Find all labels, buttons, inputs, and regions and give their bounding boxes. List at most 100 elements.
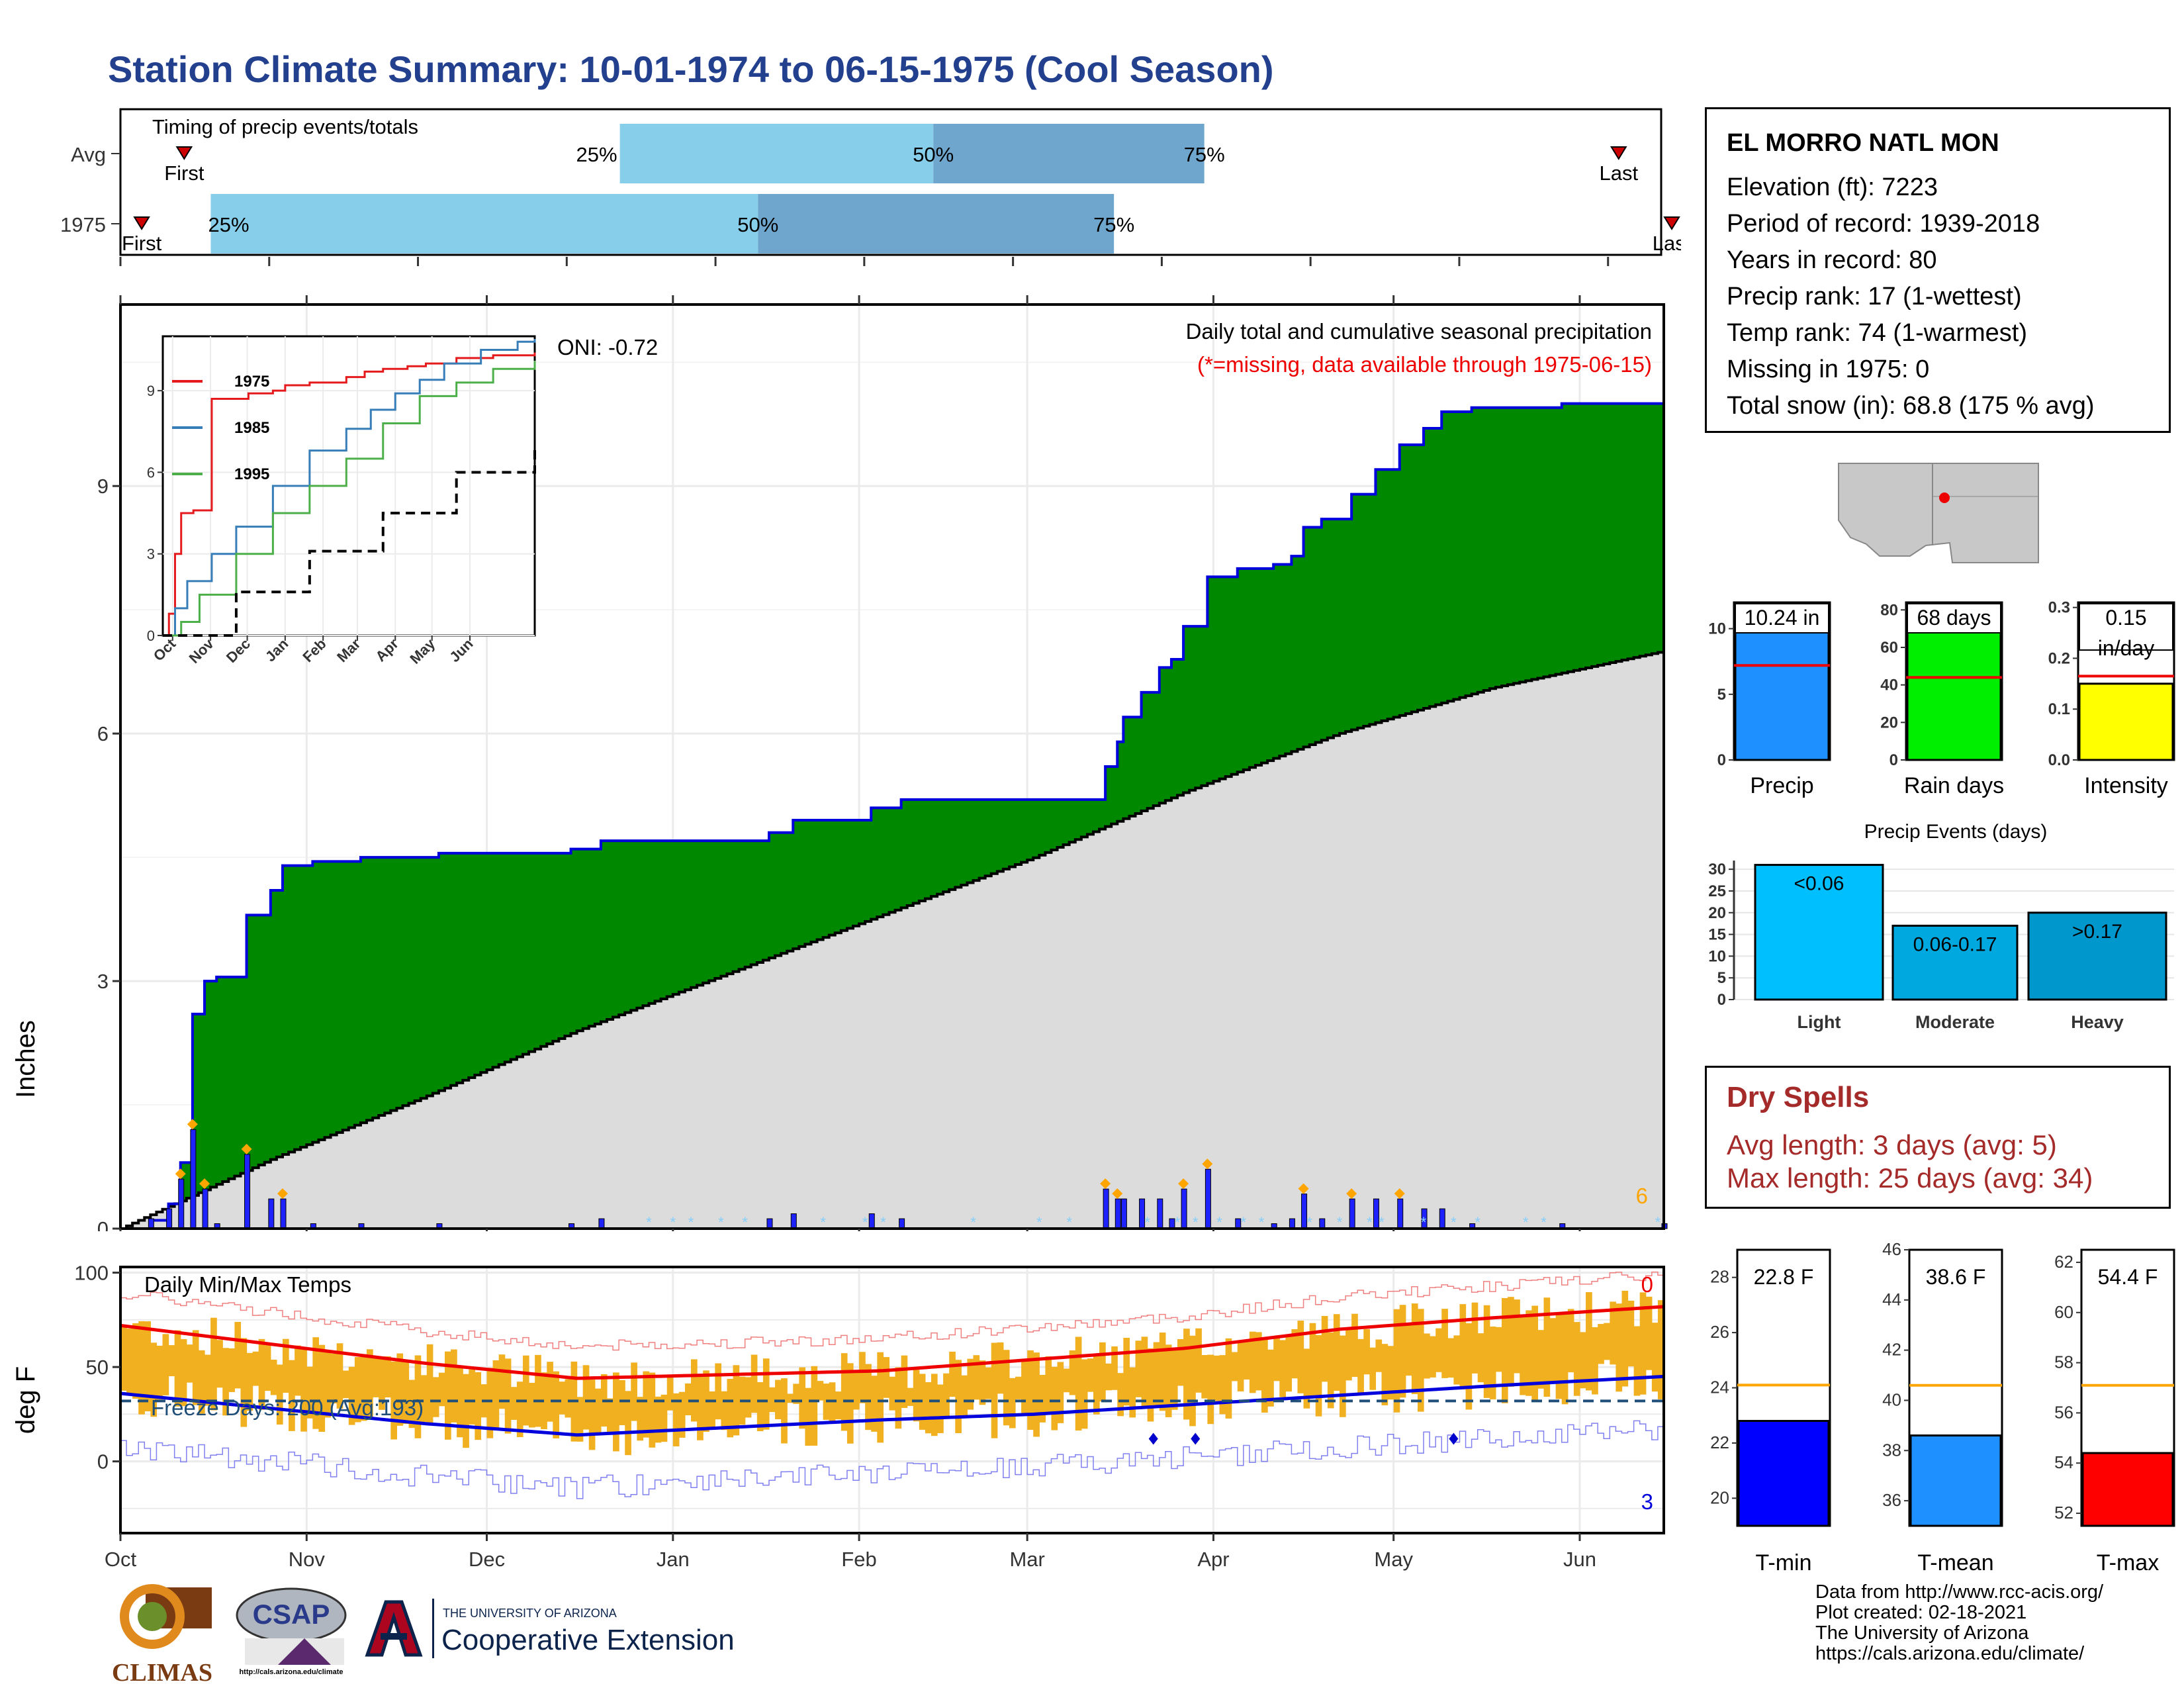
- daily-temp-bar: [1297, 1321, 1304, 1393]
- daily-temp-bar: [469, 1369, 475, 1425]
- daily-temp-bar: [672, 1393, 680, 1446]
- daily-temp-bar: [1327, 1332, 1334, 1409]
- daily-temp-bar: [979, 1360, 986, 1405]
- tempsum-ytick-label: 60: [2054, 1302, 2073, 1322]
- daily-temp-bar: [1615, 1303, 1623, 1392]
- temp-bottom-count: 3: [1641, 1489, 1653, 1514]
- daily-temp-bar: [1189, 1335, 1196, 1427]
- tempsum-ytick-label: 62: [2054, 1252, 2073, 1272]
- daily-temp-bar: [1315, 1335, 1322, 1417]
- daily-temp-bar: [1261, 1338, 1268, 1413]
- daily-temp-bar: [1657, 1300, 1664, 1399]
- daily-temp-bar: [576, 1397, 584, 1442]
- tempsum-ytick-label: 40: [1882, 1389, 1901, 1409]
- tempsum-ytick-label: 58: [2054, 1352, 2073, 1372]
- summary-bar-rain-days: [1906, 631, 2002, 761]
- daily-temp-bar: [1453, 1335, 1461, 1385]
- csap-logo-text: CSAP: [253, 1599, 330, 1630]
- daily-temp-bar: [1447, 1338, 1455, 1378]
- summary-ytick-label: 0.0: [2048, 751, 2070, 769]
- daily-precip-bar: [1103, 1188, 1109, 1229]
- daily-temp-bar: [1201, 1355, 1208, 1399]
- daily-temp-bar: [781, 1378, 788, 1444]
- tempsum-ytick-label: 52: [2054, 1503, 2073, 1523]
- daily-temp-bar: [486, 1368, 494, 1438]
- tempsum-bar-label: T-max: [2097, 1550, 2159, 1575]
- daily-temp-bar: [547, 1362, 553, 1422]
- daily-temp-bar: [637, 1397, 644, 1441]
- timing-bar-q2: [210, 194, 758, 254]
- temp-record-diamond: [1449, 1432, 1459, 1445]
- daily-temp-bar: [775, 1380, 782, 1420]
- timing-p25-label: 25%: [208, 213, 249, 236]
- daily-temp-bar: [444, 1351, 451, 1440]
- daily-temp-bar: [1495, 1327, 1502, 1372]
- daily-temp-bar: [1051, 1366, 1058, 1430]
- daily-temp-bar: [1279, 1340, 1286, 1397]
- credit-line: https://cals.arizona.edu/climate/: [1815, 1643, 2085, 1664]
- station-line: Total snow (in): 68.8 (175 % avg): [1727, 392, 2095, 420]
- heavy-precip-diamond: [1100, 1178, 1111, 1190]
- trace-marker: *: [1144, 1214, 1150, 1231]
- daily-temp-bar: [150, 1342, 158, 1417]
- station-line: Missing in 1975: 0: [1727, 355, 1930, 383]
- daily-temp-bar: [613, 1372, 619, 1452]
- inset-series-1985: [163, 339, 536, 637]
- daily-temp-bar: [1405, 1323, 1412, 1376]
- summary-value-label: 10.24 in: [1745, 606, 1820, 630]
- trace-marker: *: [1541, 1214, 1547, 1231]
- temp-xtick-label: Jan: [657, 1548, 690, 1571]
- heavy-precip-diamond: [1112, 1188, 1123, 1199]
- avg-max-line: [120, 1305, 1664, 1380]
- daily-temp-bar: [1520, 1315, 1526, 1395]
- daily-temp-bar: [835, 1391, 842, 1420]
- heavy-precip-diamond: [241, 1143, 252, 1154]
- daily-precip-bar: [1157, 1198, 1163, 1229]
- tempsum-value-label: 22.8 F: [1754, 1265, 1814, 1289]
- daily-temp-bar: [312, 1337, 320, 1429]
- daily-temp-bar: [1627, 1300, 1635, 1367]
- tempsum-bar-t-max: [2081, 1452, 2174, 1527]
- temp-xtick-label: Dec: [469, 1548, 505, 1571]
- timing-last-marker: [1610, 146, 1627, 160]
- daily-temp-bar: [1009, 1378, 1016, 1429]
- summary-bar-label: Rain days: [1904, 773, 2004, 798]
- summary-value-label: 0.15: [2105, 606, 2146, 630]
- daily-temp-bar: [270, 1360, 277, 1395]
- daily-temp-bar: [1165, 1344, 1172, 1417]
- heavy-precip-diamond: [199, 1178, 210, 1190]
- freeze-days: Freeze Days: 200 (Avg:193): [151, 1395, 424, 1420]
- daily-temp-bar: [895, 1367, 902, 1429]
- daily-temp-bar: [385, 1356, 391, 1398]
- summary-ytick-label: 0.1: [2048, 700, 2070, 718]
- timing-p75-label: 75%: [1184, 143, 1225, 166]
- locator-map: [1838, 463, 2039, 563]
- daily-temp-bar: [709, 1391, 715, 1429]
- daily-temp-bar: [859, 1352, 866, 1403]
- daily-temp-bar: [1399, 1305, 1406, 1398]
- daily-temp-bar: [649, 1372, 656, 1448]
- precip-ytick-label: 9: [97, 475, 109, 498]
- daily-temp-bar: [1340, 1335, 1346, 1417]
- temp-ytick-label: 100: [74, 1262, 109, 1285]
- summary-value-label: 68 days: [1917, 606, 1991, 630]
- daily-precip-bar: [1319, 1218, 1326, 1229]
- daily-temp-bar: [1567, 1309, 1574, 1373]
- daily-temp-bar: [973, 1355, 980, 1400]
- daily-temp-bar: [1435, 1328, 1442, 1372]
- heavy-precip-diamond: [1178, 1178, 1189, 1190]
- daily-temp-bar: [529, 1382, 535, 1428]
- daily-temp-bar: [1411, 1303, 1418, 1395]
- tempsum-bar-label: T-mean: [1917, 1550, 1993, 1575]
- daily-temp-bar: [1633, 1326, 1641, 1396]
- temp-xtick-label: Nov: [289, 1548, 326, 1571]
- temp-xtick-label: Mar: [1009, 1548, 1044, 1571]
- temp-ytick-label: 0: [97, 1450, 109, 1474]
- inset-series-avg: [163, 445, 536, 637]
- daily-temp-bar: [1351, 1313, 1358, 1378]
- daily-temp-bar: [655, 1396, 662, 1443]
- daily-temp-bar: [1387, 1346, 1394, 1400]
- daily-temp-bar: [414, 1355, 422, 1438]
- daily-temp-bar: [991, 1342, 998, 1438]
- credit-line: The University of Arizona: [1815, 1622, 2029, 1644]
